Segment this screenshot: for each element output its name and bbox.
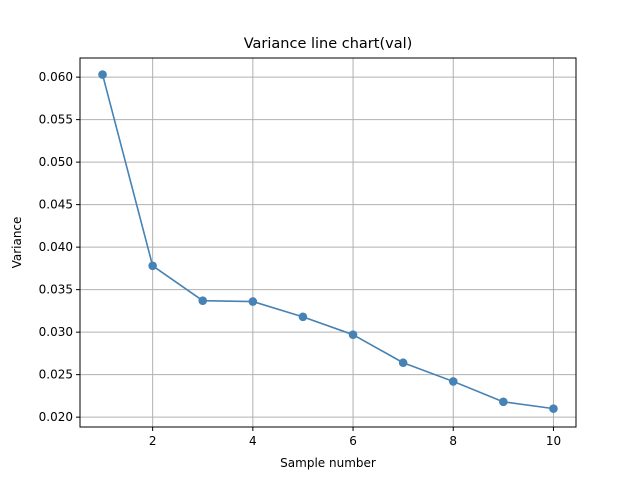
y-tick-label: 0.045 [39,198,73,212]
y-tick-label: 0.050 [39,155,73,169]
y-tick-label: 0.060 [39,70,73,84]
x-tick-label: 6 [349,434,357,448]
data-point [298,312,308,322]
data-point [398,358,408,368]
grid [80,58,576,427]
chart-title: Variance line chart(val) [244,36,413,52]
axis-ticks: 2 4 6 8 10 0.020 0.025 0.030 0.035 0.040 0.045 0.05… [39,70,561,448]
data-point [499,397,508,407]
series-line [101,74,554,410]
series-layer [98,70,558,413]
x-tick-label: 4 [249,434,257,448]
plot-frame [79,57,577,428]
data-point [98,70,107,79]
x-tick-label: 2 [149,434,157,448]
data-point [198,296,208,305]
data-point [148,261,157,271]
y-tick-label: 0.030 [39,325,73,339]
data-point [248,297,258,306]
y-axis-label: Variance [10,217,24,269]
y-tick-label: 0.055 [39,113,73,127]
data-point [448,377,458,386]
x-axis-label: Sample number [280,456,376,470]
x-tick-label: 10 [546,434,561,448]
y-tick-label: 0.040 [39,240,73,254]
y-tick-label: 0.035 [39,283,73,297]
x-tick-label: 8 [449,434,457,448]
y-tick-label: 0.025 [39,368,73,382]
data-point [549,404,558,413]
y-tick-label: 0.020 [39,410,73,424]
data-point [348,330,358,339]
